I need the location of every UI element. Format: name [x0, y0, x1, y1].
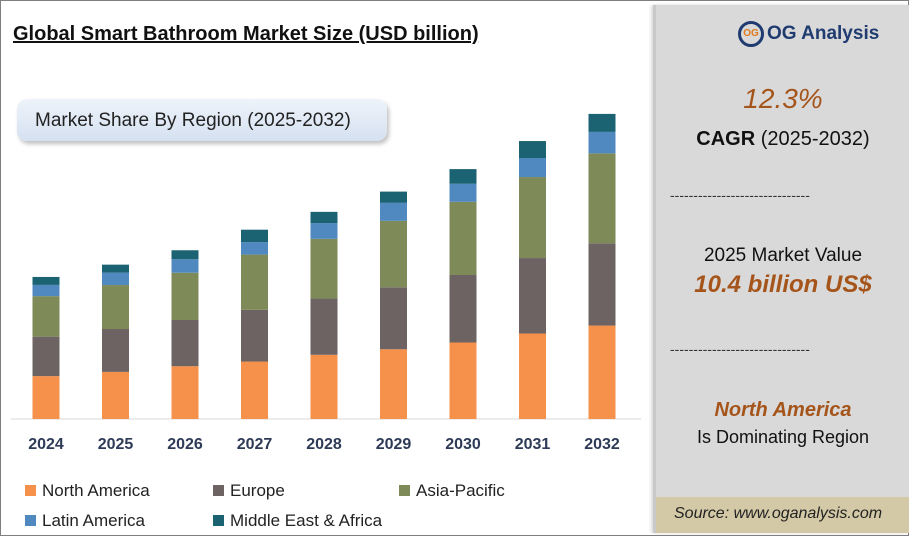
bar-segment-asia-pacific-2030 [449, 201, 477, 275]
bar-segment-europe-2030 [449, 275, 477, 343]
bar-segment-asia-pacific-2028 [310, 238, 338, 299]
bar-segment-latin-america-2027 [241, 242, 268, 255]
bar-segment-middle-east-and-africa-2027 [241, 229, 268, 243]
legend-label-asia-pacific: Asia-Pacific [416, 481, 505, 500]
x-tick-label-2026: 2026 [167, 436, 203, 453]
bar-segment-middle-east-and-africa-2032 [588, 113, 616, 132]
legend-label-middle-east-africa: Middle East & Africa [230, 511, 383, 530]
bar-segment-asia-pacific-2029 [380, 220, 407, 288]
dominating-region: North America [714, 399, 852, 421]
legend-item-asia-pacific: Asia-Pacific [399, 481, 505, 501]
x-tick-label-2025: 2025 [98, 436, 134, 453]
bar-segment-asia-pacific-2031 [519, 177, 546, 259]
bar-segment-asia-pacific-2025 [102, 285, 129, 329]
subtitle-text: Market Share By Region (2025-2032) [35, 110, 351, 131]
bar-segment-europe-2031 [519, 258, 546, 334]
x-tick-label-2028: 2028 [306, 436, 342, 453]
legend-swatch-north-america [25, 485, 36, 496]
bar-segment-latin-america-2029 [380, 202, 407, 221]
cagr-label: CAGR [696, 128, 756, 150]
dominating-region-text: Is Dominating Region [696, 427, 870, 447]
bar-segment-asia-pacific-2026 [171, 272, 199, 320]
og-logo-icon: OG [738, 21, 764, 47]
x-tick-label-2024: 2024 [28, 436, 64, 453]
legend-swatch-middle-east-africa [213, 515, 224, 526]
bar-segment-latin-america-2026 [171, 259, 199, 273]
subtitle-banner: Market Share By Region (2025-2032) [17, 99, 387, 141]
bar-segment-europe-2026 [171, 320, 199, 367]
bar-segment-middle-east-and-africa-2025 [102, 264, 129, 273]
legend-label-north-america: North America [42, 481, 150, 500]
bar-segment-north-america-2032 [588, 325, 616, 419]
logo-text: OG Analysis [767, 23, 880, 44]
bar-segment-north-america-2027 [241, 361, 268, 419]
bar-segment-europe-2025 [102, 329, 129, 372]
cagr-value: 12.3% [743, 83, 823, 114]
stacked-bar-chart: 2024 2025 2026 2027 2028 2029 2030 2031 2032 [11, 113, 641, 453]
source-text[interactable]: Source: www.oganalysis.com [674, 505, 883, 522]
bar-segment-north-america-2030 [449, 342, 477, 419]
source-bar: Source: www.oganalysis.com [656, 497, 909, 533]
bar-segment-latin-america-2024 [32, 284, 60, 297]
bar-segment-latin-america-2031 [519, 158, 546, 178]
market-value-label: 2025 Market Value [703, 245, 863, 266]
bar-segment-middle-east-and-africa-2024 [32, 276, 60, 285]
legend-label-latin-america: Latin America [42, 511, 145, 530]
x-tick-label-2031: 2031 [515, 436, 551, 453]
divider-2: ------------------------------ [670, 341, 810, 357]
divider-1: ------------------------------ [670, 187, 810, 203]
bar-segment-latin-america-2032 [588, 131, 616, 154]
bar-segment-europe-2027 [241, 309, 268, 362]
legend-item-latin-america: Latin America [25, 511, 145, 531]
bar-segment-europe-2029 [380, 287, 407, 350]
legend-item-europe: Europe [213, 481, 285, 501]
bar-segment-asia-pacific-2027 [241, 254, 268, 310]
x-tick-label-2032: 2032 [584, 436, 620, 453]
legend-item-north-america: North America [25, 481, 150, 501]
legend-item-middle-east-africa: Middle East & Africa [213, 511, 382, 531]
legend-swatch-latin-america [25, 515, 36, 526]
bar-segment-asia-pacific-2024 [32, 296, 60, 337]
bar-segment-middle-east-and-africa-2029 [380, 191, 407, 203]
cagr-period: (2025-2032) [760, 128, 870, 150]
bar-segment-north-america-2026 [171, 366, 199, 419]
bar-segment-north-america-2025 [102, 371, 129, 419]
bar-segment-north-america-2028 [310, 354, 338, 419]
cagr-line: CAGR (2025-2032) [656, 128, 909, 151]
bar-segment-latin-america-2025 [102, 272, 129, 286]
bar-segment-middle-east-and-africa-2026 [171, 250, 199, 260]
bar-segment-middle-east-and-africa-2030 [449, 169, 477, 184]
bar-segment-asia-pacific-2032 [588, 153, 616, 244]
summary-panel: OG OG Analysis 12.3% CAGR (2025-2032) ---… [653, 5, 909, 533]
bar-segment-latin-america-2028 [310, 223, 338, 239]
market-value: 10.4 billion US$ [694, 271, 872, 298]
legend-swatch-europe [213, 485, 224, 496]
bar-segment-middle-east-and-africa-2028 [310, 211, 338, 224]
bar-segment-europe-2024 [32, 336, 60, 377]
bar-segment-europe-2032 [588, 243, 616, 326]
bar-segment-europe-2028 [310, 298, 338, 355]
og-analysis-logo: OG OG Analysis [738, 21, 879, 47]
bar-segment-latin-america-2030 [449, 183, 477, 202]
chart-title: Global Smart Bathroom Market Size (USD b… [13, 23, 479, 45]
bar-segment-middle-east-and-africa-2031 [519, 141, 546, 158]
bar-segment-north-america-2029 [380, 349, 407, 419]
legend-swatch-asia-pacific [399, 485, 410, 496]
bar-segment-north-america-2031 [519, 333, 546, 419]
bar-segment-north-america-2024 [32, 376, 60, 419]
x-tick-label-2030: 2030 [445, 436, 481, 453]
x-tick-label-2027: 2027 [237, 436, 273, 453]
x-tick-label-2029: 2029 [376, 436, 412, 453]
legend-label-europe: Europe [230, 481, 285, 500]
